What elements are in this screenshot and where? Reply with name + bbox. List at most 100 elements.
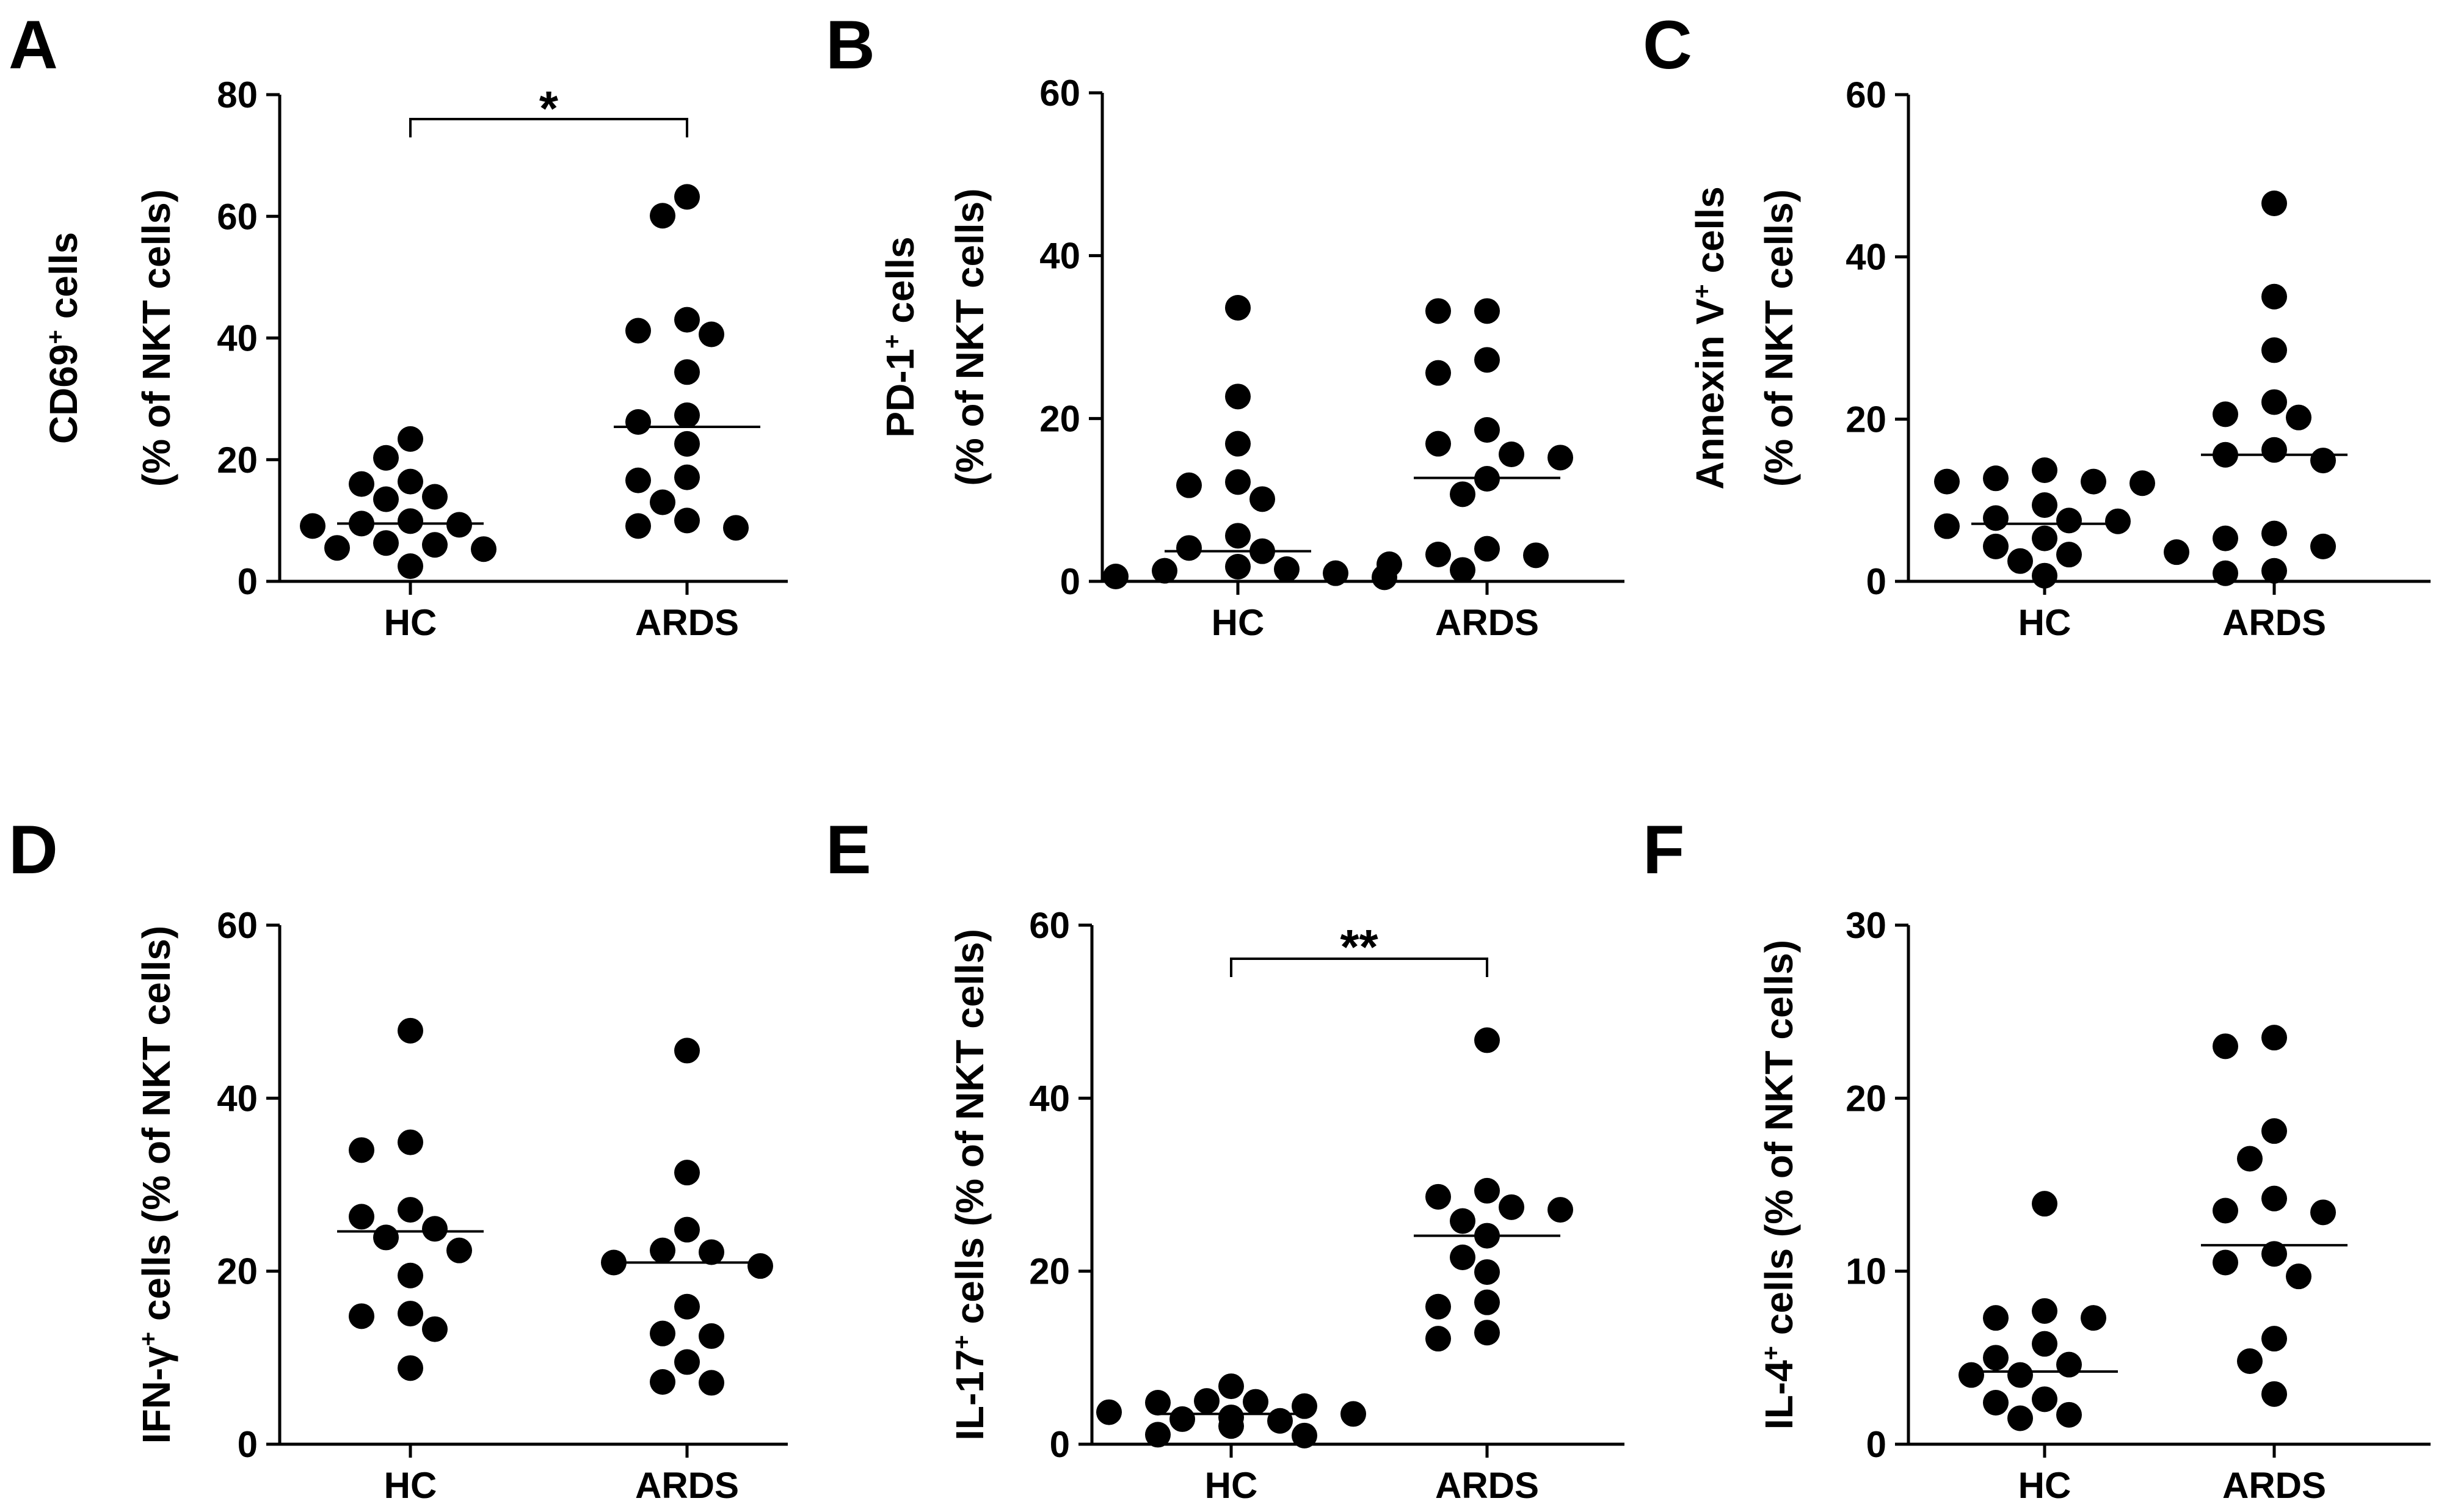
y-tick-label-c: 20 xyxy=(1846,399,1886,440)
data-point-d-ards xyxy=(650,1237,675,1263)
data-point-f-hc xyxy=(2032,1331,2057,1357)
data-point-d-ards xyxy=(674,1216,700,1243)
panel-e: E 0 20 40 60 HC ARDS IL-17+ cells (% of NKT cel… xyxy=(826,812,1624,1506)
data-point-d-hc xyxy=(373,1224,399,1251)
data-point-f-hc xyxy=(1983,1390,2009,1416)
data-point-c-hc xyxy=(2032,457,2057,484)
data-point-c-hc xyxy=(2032,562,2057,589)
data-point-d-hc xyxy=(446,1237,472,1263)
data-point-a-hc xyxy=(349,471,374,497)
data-point-c-hc xyxy=(1983,533,2009,559)
data-point-d-ards xyxy=(699,1370,724,1396)
data-point-a-ards xyxy=(625,467,651,493)
data-point-b-ards xyxy=(1450,481,1475,507)
data-point-f-ards xyxy=(2237,1348,2263,1374)
y-tick-label-d: 60 xyxy=(217,905,258,946)
data-point-f-ards xyxy=(2261,1241,2287,1267)
y-tick-label-f: 10 xyxy=(1846,1251,1886,1292)
y-tick-label-b: 0 xyxy=(1060,561,1080,602)
y-tick-label-a: 0 xyxy=(238,561,258,602)
data-point-c-hc xyxy=(1983,505,2009,531)
data-point-e-hc xyxy=(1340,1401,1366,1427)
data-point-d-hc xyxy=(422,1316,448,1342)
data-point-b-hc xyxy=(1249,486,1275,512)
data-point-f-hc xyxy=(2032,1386,2057,1412)
x-tick-label-a-ards: ARDS xyxy=(635,602,739,643)
data-point-f-hc xyxy=(1958,1362,1984,1388)
data-point-c-ards xyxy=(2310,533,2336,559)
data-point-d-hc xyxy=(349,1137,374,1163)
data-point-a-ards xyxy=(723,515,749,541)
data-point-f-ards xyxy=(2213,1198,2238,1224)
data-point-f-ards xyxy=(2261,1185,2287,1212)
data-point-d-ards xyxy=(674,1160,700,1186)
data-point-c-ards xyxy=(2286,404,2311,431)
data-point-e-ards xyxy=(1474,1320,1500,1346)
data-point-e-ards xyxy=(1474,1027,1500,1053)
y-tick-label-c: 60 xyxy=(1846,75,1886,115)
y-tick-label-b: 60 xyxy=(1039,73,1080,114)
data-point-a-ards xyxy=(674,307,700,333)
data-point-d-hc xyxy=(398,1262,423,1288)
data-point-e-ards xyxy=(1474,1259,1500,1285)
data-point-b-hc xyxy=(1225,469,1251,495)
data-point-d-ards xyxy=(650,1320,675,1347)
data-point-e-hc xyxy=(1292,1422,1317,1448)
y-tick-label-d: 20 xyxy=(217,1251,258,1292)
data-point-b-hc xyxy=(1176,535,1202,561)
data-point-a-hc xyxy=(398,553,423,580)
data-point-d-hc xyxy=(398,1129,423,1155)
data-point-c-hc xyxy=(1934,513,1960,539)
data-point-d-hc xyxy=(398,1017,423,1044)
y-tick-label-e: 20 xyxy=(1029,1251,1070,1292)
significance-label-a: * xyxy=(539,81,559,136)
data-point-d-ards xyxy=(674,1293,700,1320)
x-tick-label-c-hc: HC xyxy=(2018,602,2071,643)
data-point-b-hc xyxy=(1225,431,1251,457)
data-point-b-ards xyxy=(1377,551,1402,577)
data-point-c-hc xyxy=(2056,507,2082,534)
data-point-e-hc xyxy=(1218,1373,1244,1400)
data-point-e-ards xyxy=(1450,1208,1475,1234)
data-point-e-hc xyxy=(1267,1408,1293,1434)
data-point-c-ards xyxy=(2261,520,2287,547)
data-point-a-hc xyxy=(373,486,399,512)
y-tick-label-a: 20 xyxy=(217,440,258,481)
data-point-f-ards xyxy=(2261,1326,2287,1352)
data-point-e-ards xyxy=(1474,1289,1500,1315)
data-point-c-hc xyxy=(2129,470,2155,496)
panel-letter-a: A xyxy=(9,7,58,83)
data-point-e-hc xyxy=(1218,1413,1244,1439)
y-axis-title-a: (% of NKT cells) xyxy=(134,189,178,487)
data-point-e-hc xyxy=(1292,1393,1317,1419)
x-tick-label-b-hc: HC xyxy=(1212,602,1265,643)
data-point-a-ards xyxy=(625,409,651,435)
data-point-b-hc xyxy=(1176,472,1202,498)
panel-a: A 0 20 40 60 80 HC ARDS CD69+ cells (% of NKT cel… xyxy=(9,7,788,643)
data-point-a-hc xyxy=(300,513,326,539)
data-point-a-hc xyxy=(422,532,448,558)
data-point-b-hc xyxy=(1225,383,1251,410)
y-tick-label-a: 60 xyxy=(217,196,258,237)
data-point-e-ards xyxy=(1450,1245,1475,1270)
data-point-a-hc xyxy=(422,484,448,510)
data-point-a-hc xyxy=(398,508,423,534)
y-tick-label-f: 0 xyxy=(1866,1424,1886,1465)
y-axis-title-f: IL-4+ cells (% of NKT cells) xyxy=(1757,940,1801,1430)
data-point-b-ards xyxy=(1474,417,1500,443)
panel-b: B 0 20 40 60 HC ARDS PD-1+ cells (% of NKT cells… xyxy=(826,7,1624,643)
x-tick-label-a-hc: HC xyxy=(384,602,437,643)
data-point-f-hc xyxy=(2007,1405,2033,1431)
data-point-a-ards xyxy=(650,203,675,229)
x-tick-label-f-hc: HC xyxy=(2018,1465,2071,1506)
data-point-c-hc xyxy=(1983,465,2009,492)
data-point-c-hc xyxy=(2081,468,2106,495)
data-point-b-ards xyxy=(1499,442,1524,467)
data-point-c-hc xyxy=(2105,508,2131,534)
y-tick-label-b: 40 xyxy=(1039,236,1080,277)
y-tick-label-e: 40 xyxy=(1029,1078,1070,1119)
y-axis-title-d: IFN-γ+ cells (% of NKT cells) xyxy=(134,926,178,1444)
data-point-d-ards xyxy=(747,1253,773,1279)
y-axis-title-b: PD-1+ cells xyxy=(878,236,922,437)
